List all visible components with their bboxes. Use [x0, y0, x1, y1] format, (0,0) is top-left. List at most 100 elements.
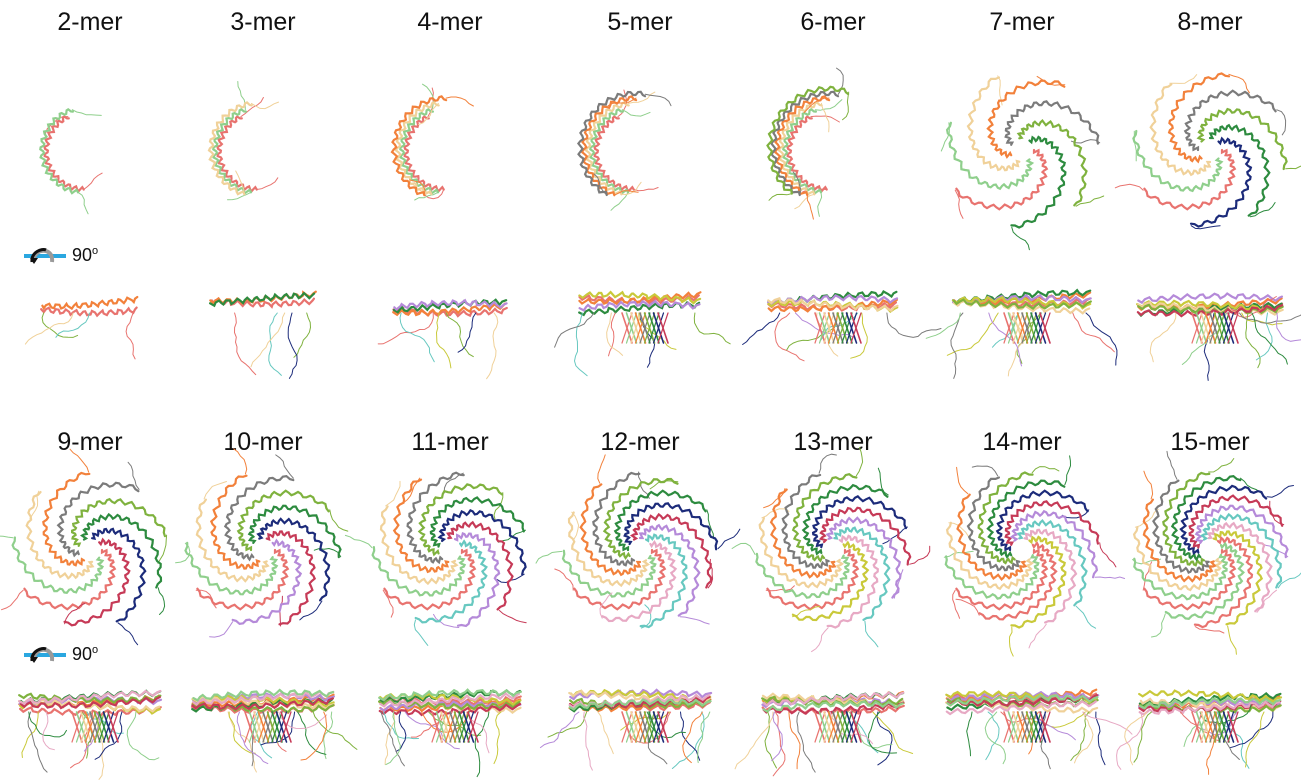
beta-barrel-strand	[262, 711, 274, 743]
ribbon-coil	[706, 509, 715, 540]
ribbon-coil	[679, 616, 710, 625]
ribbon-coil	[1285, 165, 1301, 170]
ribbon-coil	[583, 711, 593, 771]
beta-barrel-strand	[841, 711, 853, 743]
beta-barrel-strand	[98, 711, 110, 743]
ribbon-coil	[607, 97, 637, 107]
title-7-mer: 7-mer	[989, 8, 1055, 36]
ribbon-helix	[56, 481, 140, 558]
beta-barrel-strand	[850, 711, 862, 743]
ribbon-helix	[1179, 484, 1268, 555]
ribbon-coil	[1166, 450, 1178, 480]
ribbon-helix	[1193, 535, 1254, 629]
beta-barrel-strand	[823, 711, 835, 743]
ribbon-coil	[1072, 312, 1115, 353]
ribbon-coil	[64, 603, 86, 625]
beta-barrel-strand	[818, 312, 831, 344]
ribbon-coil	[593, 173, 608, 196]
ribbon-helix	[1212, 530, 1264, 626]
structure-side-view-15-mer	[1116, 689, 1283, 775]
ribbon-helix	[1143, 148, 1237, 211]
ribbon-helix	[568, 697, 712, 711]
ribbon-helix	[1162, 471, 1211, 567]
ribbon-coil	[233, 312, 257, 376]
ribbon-helix	[1016, 518, 1088, 607]
ribbon-helix	[1138, 700, 1281, 716]
ribbon-coil	[385, 480, 401, 507]
beta-barrel-strand	[80, 711, 92, 743]
ribbon-coil	[696, 711, 711, 764]
ribbon-helix	[767, 298, 898, 313]
ribbon-coil	[1149, 312, 1177, 363]
beta-barrel-strand	[1227, 711, 1239, 743]
ribbon-helix	[1137, 292, 1283, 305]
ribbon-coil	[433, 613, 460, 628]
beta-barrel-strand	[467, 711, 479, 743]
ribbon-coil	[410, 711, 446, 738]
ribbon-helix	[1132, 526, 1223, 592]
ribbon-coil	[377, 312, 434, 345]
ribbon-coil	[250, 101, 279, 110]
ribbon-helix	[71, 497, 166, 547]
ribbon-coil	[796, 711, 816, 773]
ribbon-helix	[209, 291, 316, 308]
ribbon-coil	[909, 545, 931, 565]
ribbon-helix	[1143, 548, 1237, 611]
structure-top-view-10-mer	[175, 448, 349, 638]
beta-barrel-strand	[1025, 312, 1038, 344]
ribbon-coil	[1151, 613, 1166, 638]
ribbon-helix	[1010, 135, 1067, 229]
ribbon-coil	[236, 711, 269, 765]
ribbon-helix	[995, 489, 1089, 552]
ribbon-coil	[203, 481, 227, 500]
ribbon-coil	[984, 711, 1006, 765]
ribbon-helix	[825, 516, 902, 599]
beta-barrel-strand	[1016, 711, 1029, 743]
ribbon-coil	[380, 711, 405, 767]
ribbon-coil	[382, 711, 419, 740]
ribbon-coil	[498, 609, 527, 624]
beta-barrel-strand	[827, 711, 840, 743]
ribbon-coil	[621, 109, 651, 117]
ribbon-helix	[184, 541, 279, 596]
beta-barrel-strand	[1030, 711, 1042, 743]
ribbon-coil	[867, 711, 898, 754]
ribbon-coil	[954, 189, 964, 219]
rotation-label: 90o	[72, 643, 99, 664]
ribbon-helix	[584, 101, 630, 196]
ribbon-helix	[561, 549, 657, 598]
ribbon-coil	[693, 312, 731, 345]
ribbon-helix	[1023, 528, 1078, 624]
ribbon-helix	[256, 517, 331, 602]
ribbon-coil	[768, 193, 793, 201]
ribbon-coil	[671, 711, 705, 769]
ribbon-helix	[192, 688, 335, 702]
ribbon-coil	[175, 542, 191, 564]
beta-barrel-strand	[280, 711, 292, 743]
ribbon-coil	[1269, 500, 1285, 526]
ribbon-helix	[782, 107, 823, 195]
ribbon-coil	[764, 711, 777, 769]
structure-top-view-2-mer	[39, 107, 103, 215]
ribbon-helix	[446, 520, 514, 611]
ribbon-coil	[971, 465, 999, 477]
beta-barrel-strand	[845, 312, 858, 344]
ribbon-coil	[1239, 312, 1301, 324]
title-5-mer: 5-mer	[607, 8, 673, 36]
beta-barrel-strand	[1034, 312, 1047, 344]
ribbon-helix	[945, 521, 1035, 591]
ribbon-helix	[638, 523, 701, 617]
structure-side-view-10-mer	[190, 688, 358, 773]
ribbon-coil	[0, 535, 14, 539]
title-2-mer: 2-mer	[57, 8, 123, 36]
beta-barrel-strand	[458, 711, 470, 743]
ribbon-helix	[247, 504, 342, 559]
rotation-label: 90o	[72, 244, 99, 265]
ribbon-coil	[952, 589, 961, 619]
ribbon-coil	[422, 83, 435, 111]
ribbon-coil	[1194, 626, 1225, 634]
ribbon-helix	[414, 539, 488, 624]
ribbon-coil	[682, 711, 703, 764]
ribbon-coil	[227, 711, 257, 773]
structure-top-view-4-mer	[390, 83, 474, 201]
